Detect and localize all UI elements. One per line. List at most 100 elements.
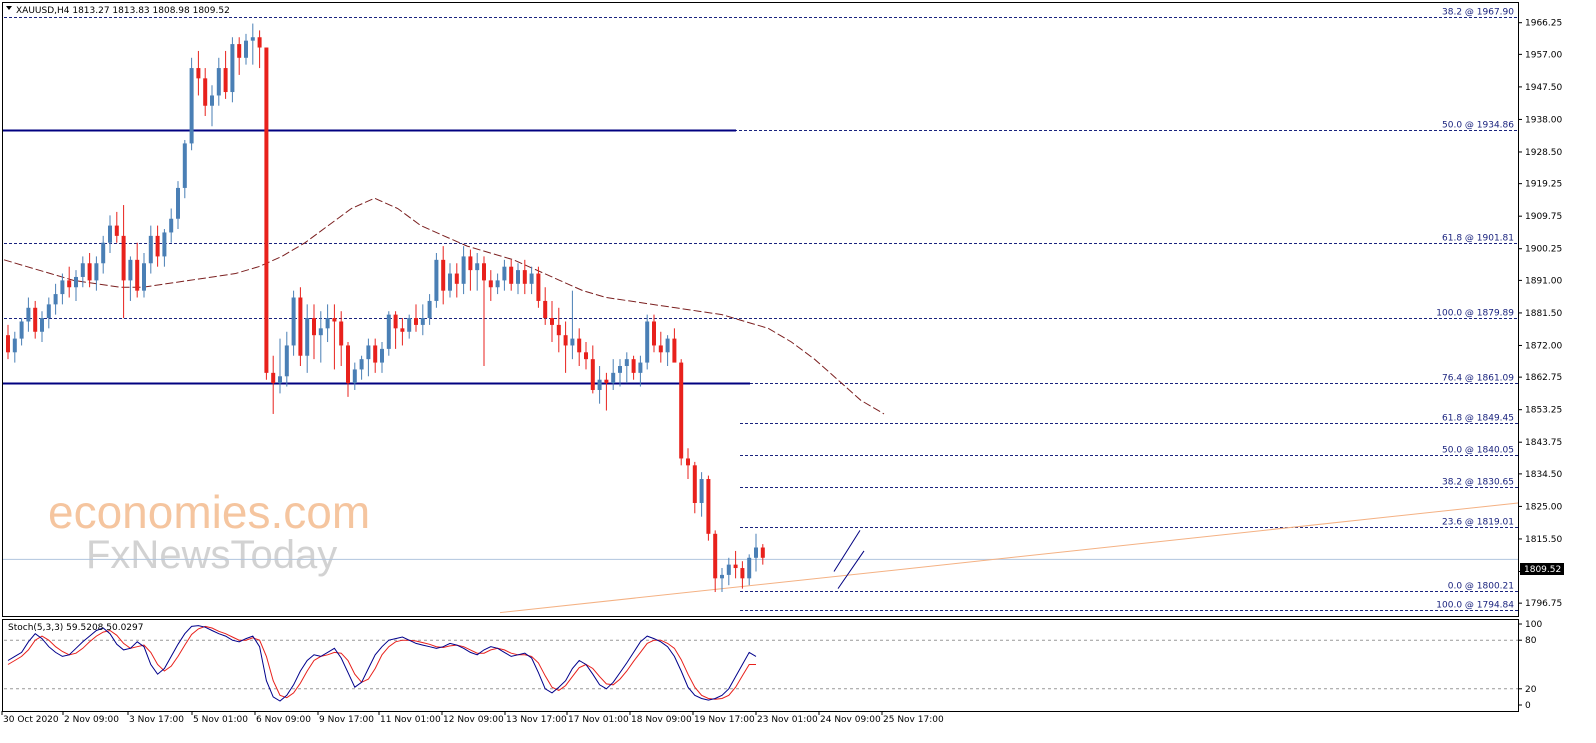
stoch-signal-line	[7, 625, 756, 700]
bull-candle	[747, 554, 752, 586]
candle-body	[250, 37, 255, 41]
bear-candle	[271, 355, 276, 414]
bear-candle	[536, 266, 541, 308]
candle-body	[502, 266, 507, 281]
candle-body	[570, 338, 575, 346]
candle-body	[352, 369, 357, 384]
candle-body	[40, 318, 44, 332]
bull-candle	[618, 359, 622, 387]
bull-candle	[529, 266, 534, 295]
stoch-tick-label: 20	[1525, 685, 1537, 695]
candle-body	[237, 44, 242, 58]
last-price-text: 1809.52	[1524, 565, 1561, 575]
candle-body	[434, 259, 439, 301]
candle-body	[420, 318, 425, 325]
bear-candle	[87, 252, 92, 288]
bull-candle	[12, 331, 17, 363]
candle-body	[53, 294, 58, 305]
bull-candle	[427, 294, 432, 325]
candle-body	[298, 297, 303, 356]
bear-candle	[652, 314, 656, 353]
candle-body	[597, 379, 602, 390]
candle-body	[94, 263, 99, 281]
x-tick-label: 9 Nov 17:00	[319, 715, 374, 725]
candle-body	[448, 273, 452, 291]
candle-body	[196, 68, 201, 79]
candle-body	[257, 37, 262, 48]
bull-candle	[665, 335, 670, 367]
bull-candle	[352, 362, 357, 390]
bear-candle	[577, 328, 582, 367]
x-tick-label: 6 Nov 09:00	[256, 715, 311, 725]
bull-candle	[216, 57, 221, 106]
x-tick-label: 2 Nov 09:00	[64, 715, 119, 725]
candle-body	[114, 225, 119, 236]
x-tick-label: 12 Nov 09:00	[443, 715, 504, 725]
y-tick-label: 1947.50	[1525, 83, 1562, 93]
bull-candle	[366, 338, 371, 377]
candle-body	[414, 318, 418, 325]
bull-candle	[108, 215, 112, 253]
bull-candle	[495, 273, 500, 295]
candle-body	[359, 359, 364, 370]
bull-candle	[74, 270, 78, 301]
candle-body	[223, 68, 228, 93]
stoch-panel-frame	[2, 619, 1519, 712]
symbol-dropdown-icon[interactable]	[6, 6, 12, 10]
candle-body	[189, 68, 194, 144]
candle-body	[33, 307, 38, 332]
candle-body	[475, 263, 480, 271]
bull-candle	[420, 304, 425, 336]
bull-candle	[699, 472, 704, 517]
candle-body	[176, 187, 180, 219]
y-tick-label: 1891.00	[1525, 276, 1562, 286]
candle-body	[244, 40, 248, 58]
x-tick-label: 5 Nov 01:00	[193, 715, 248, 725]
y-tick-label: 1825.00	[1525, 502, 1562, 512]
bull-candle	[754, 533, 758, 572]
bear-candle	[590, 345, 595, 394]
bull-candle	[26, 297, 31, 332]
fib-lower-label: 38.2 @ 1830.65	[1442, 478, 1514, 488]
bull-candle	[638, 355, 643, 387]
bear-candle	[509, 259, 514, 291]
bull-candle	[624, 352, 629, 384]
bull-candle	[502, 259, 507, 291]
candle-body	[699, 479, 704, 503]
bull-candle	[318, 311, 323, 363]
candle-body	[121, 235, 126, 281]
candle-body	[264, 47, 269, 373]
trend-line	[499, 502, 1519, 614]
bear-candle	[312, 304, 316, 360]
candle-body	[373, 345, 378, 363]
bull-candle	[570, 290, 575, 360]
candle-body	[19, 321, 24, 339]
bull-candle	[162, 229, 167, 267]
candle-body	[454, 273, 459, 284]
candle-body	[332, 318, 337, 322]
bull-candle	[359, 355, 364, 380]
bear-candle	[155, 225, 160, 267]
candle-body	[618, 366, 622, 373]
bull-candle	[726, 557, 731, 586]
candle-body	[672, 338, 677, 363]
fib-upper-label: 61.8 @ 1901.81	[1442, 234, 1514, 244]
bull-candle	[720, 568, 724, 593]
moving-average-group	[3, 197, 885, 415]
candle-body	[148, 235, 153, 264]
x-tick-label: 17 Nov 01:00	[568, 715, 629, 725]
stoch-header: Stoch(5,3,3) 59.5208 50.0297	[8, 623, 143, 633]
bull-candle	[291, 290, 296, 356]
candle-body	[407, 318, 412, 332]
stoch-tick-label: 80	[1525, 636, 1537, 646]
bear-candle	[550, 300, 554, 343]
candle-body	[509, 266, 514, 284]
bear-candle	[563, 321, 568, 373]
candle-body	[80, 263, 85, 277]
bull-candle	[128, 256, 133, 301]
y-tick-label: 1957.00	[1525, 50, 1562, 60]
bull-candle	[475, 252, 480, 291]
candle-body	[577, 338, 582, 353]
candle-body	[169, 218, 174, 233]
